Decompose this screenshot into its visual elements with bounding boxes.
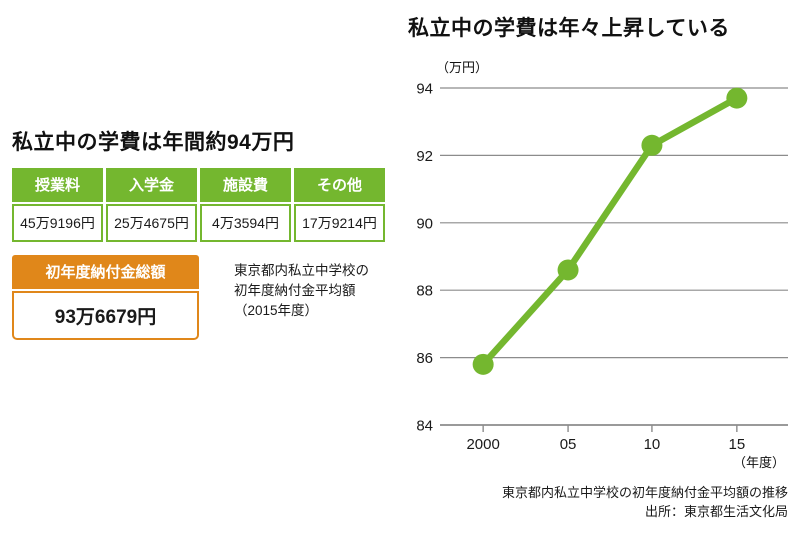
left-title: 私立中の学費は年間約94万円: [12, 131, 295, 154]
fee-value-facility: 4万3594円: [200, 204, 291, 242]
source-note-line2: 初年度納付金平均額: [234, 283, 356, 298]
fee-header-tuition: 授業料: [12, 168, 103, 202]
x-tick-label: 05: [560, 436, 577, 453]
line-chart: 84 86 88 90 92 94 2000 05 10 15: [416, 81, 788, 453]
source-note-line1: 東京都内私立中学校の: [234, 263, 369, 278]
x-tick-label: 2000: [466, 436, 499, 453]
fee-header-other: その他: [294, 168, 385, 202]
x-tick-label: 10: [644, 436, 661, 453]
fee-header-facility: 施設費: [200, 168, 291, 202]
chart-caption-line2: 出所：東京都生活文化局: [644, 504, 788, 519]
x-axis-unit-label: （年度）: [733, 455, 786, 470]
data-point: [557, 259, 579, 281]
fee-table: 授業料 45万9196円 入学金 25万4675円 施設費 4万3594円 その…: [12, 168, 385, 242]
chart-caption-line1: 東京都内私立中学校の初年度納付金平均額の推移: [501, 485, 788, 500]
source-note-line3: （2015年度）: [234, 303, 319, 318]
fee-value-other: 17万9214円: [294, 204, 385, 242]
y-tick-label: 84: [416, 418, 433, 435]
fee-value-entrance: 25万4675円: [106, 204, 197, 242]
chart-caption: 東京都内私立中学校の初年度納付金平均額の推移 出所：東京都生活文化局: [502, 483, 788, 521]
trend-line: [479, 94, 741, 368]
y-axis-unit-label: （万円）: [436, 60, 489, 75]
fee-col-tuition: 授業料 45万9196円: [12, 168, 103, 242]
fee-col-facility: 施設費 4万3594円: [200, 168, 291, 242]
y-tick-label: 86: [416, 350, 433, 367]
y-tick-label: 88: [416, 283, 433, 300]
source-note: 東京都内私立中学校の 初年度納付金平均額 （2015年度）: [234, 261, 369, 321]
y-tick-label: 92: [416, 148, 433, 165]
fee-header-entrance: 入学金: [106, 168, 197, 202]
first-year-total-box: 初年度納付金総額 93万6679円: [12, 255, 199, 340]
fee-col-entrance: 入学金 25万4675円: [106, 168, 197, 242]
fee-value-tuition: 45万9196円: [12, 204, 103, 242]
y-tick-label: 94: [416, 81, 433, 98]
first-year-total-value: 93万6679円: [12, 291, 199, 340]
data-point: [472, 353, 494, 375]
x-tick-label: 15: [729, 436, 746, 453]
fee-col-other: その他 17万9214円: [294, 168, 385, 242]
data-point: [641, 134, 663, 156]
first-year-total-label: 初年度納付金総額: [12, 255, 199, 289]
data-point: [726, 87, 748, 109]
y-tick-label: 90: [416, 215, 433, 232]
chart-title: 私立中の学費は年々上昇している: [408, 17, 730, 40]
